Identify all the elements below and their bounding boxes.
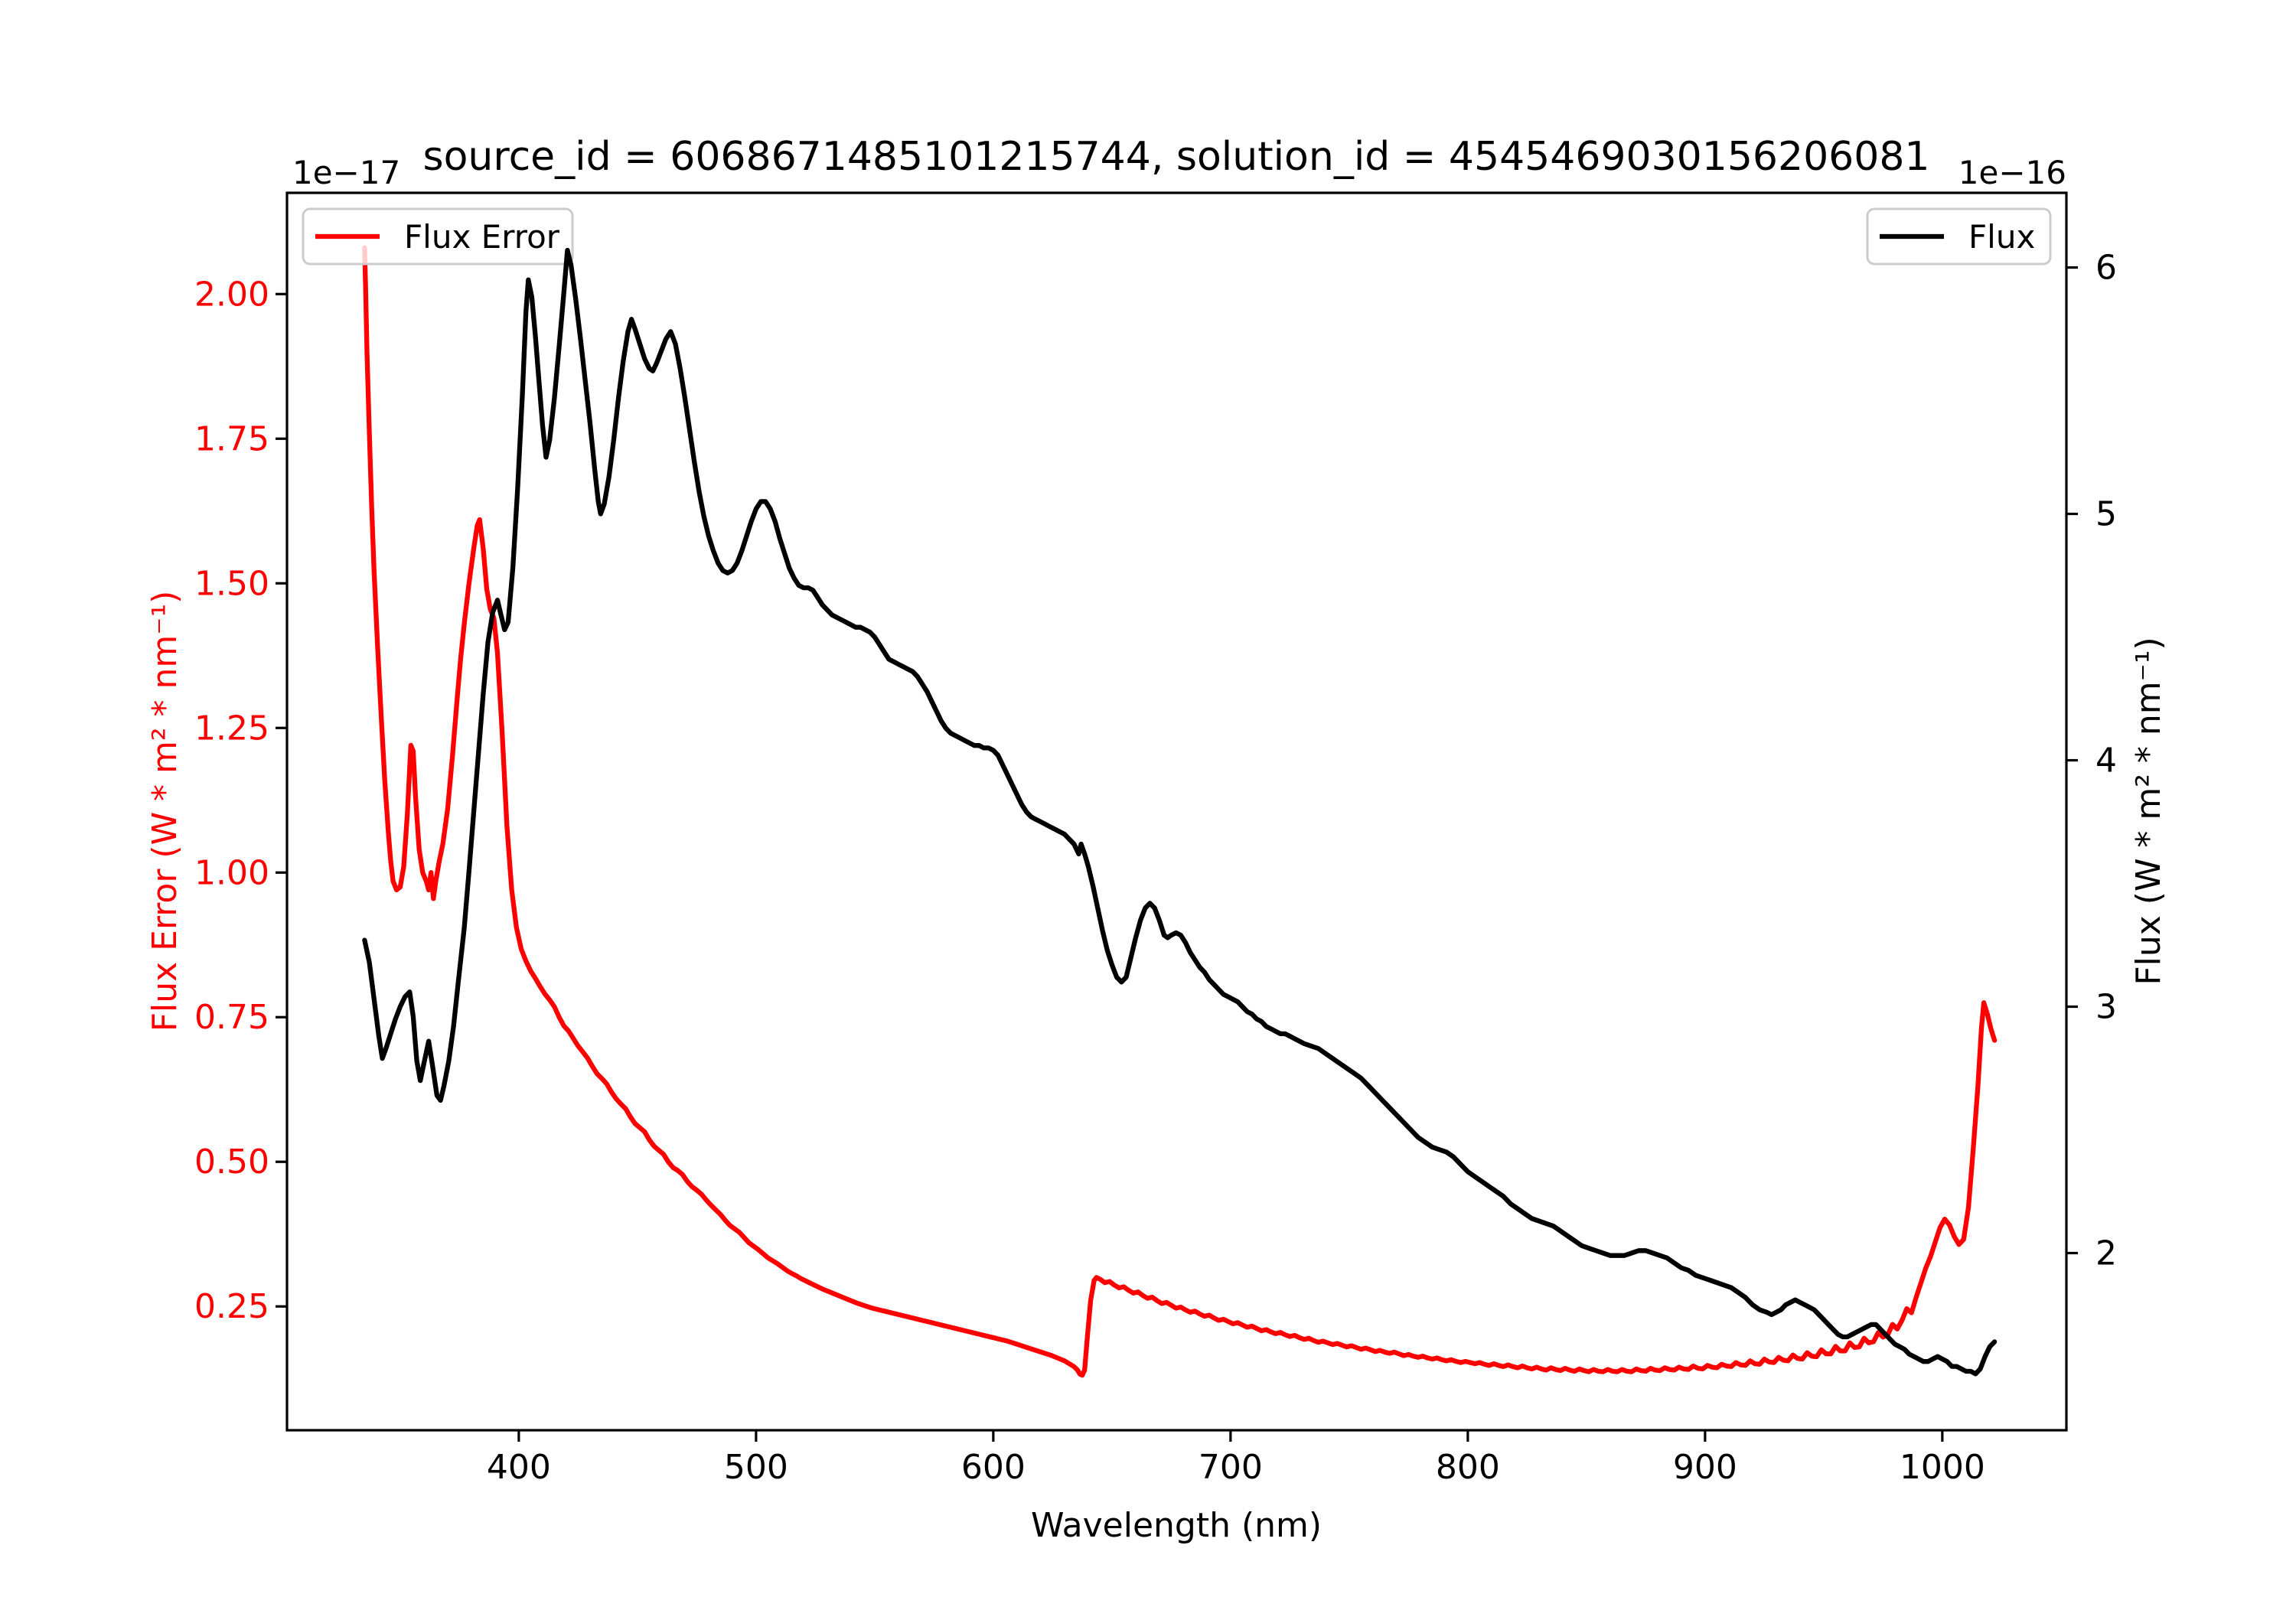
left-axis-ticks: 0.25 0.50 0.75 1.00 1.25 1.50 1.75 2.00 bbox=[194, 275, 287, 1326]
left-tick-label-0.50: 0.50 bbox=[194, 1143, 269, 1182]
plot-area bbox=[287, 193, 2066, 1430]
plot-spines bbox=[285, 191, 2068, 1432]
x-tick-label-400: 400 bbox=[487, 1448, 551, 1487]
x-tick-label-900: 900 bbox=[1673, 1448, 1737, 1487]
right-tick-label-5: 5 bbox=[2095, 495, 2117, 534]
chart-title: source_id = 6068671485101215744, solutio… bbox=[422, 134, 1929, 180]
left-tick-label-1.75: 1.75 bbox=[194, 419, 269, 458]
right-axis-label: Flux (W * m² * nm⁻¹) bbox=[2129, 637, 2168, 985]
x-tick-label-1000: 1000 bbox=[1900, 1448, 1985, 1487]
legend-flux[interactable]: Flux bbox=[1866, 207, 2052, 266]
right-tick-label-3: 3 bbox=[2095, 988, 2117, 1027]
left-tick-label-0.75: 0.75 bbox=[194, 998, 269, 1037]
right-axis-ticks: 2 3 4 5 6 bbox=[2066, 249, 2117, 1273]
left-axis-offset-text: 1e−17 bbox=[292, 154, 400, 191]
legend-flux-error-label: Flux Error bbox=[404, 218, 560, 256]
left-tick-label-1.00: 1.00 bbox=[194, 853, 269, 892]
x-tick-label-500: 500 bbox=[724, 1448, 788, 1487]
right-axis-offset-text: 1e−16 bbox=[1958, 154, 2066, 191]
right-tick-label-4: 4 bbox=[2095, 742, 2117, 781]
left-tick-label-2.00: 2.00 bbox=[194, 275, 269, 314]
flux-error-curve bbox=[362, 245, 1998, 1378]
left-tick-label-1.50: 1.50 bbox=[194, 564, 269, 603]
x-axis-label: Wavelength (nm) bbox=[1031, 1506, 1322, 1545]
legend-flux-error-box bbox=[302, 207, 574, 266]
x-tick-label-600: 600 bbox=[961, 1448, 1026, 1487]
left-axis-label: Flux Error (W * m² * nm⁻¹) bbox=[145, 591, 184, 1032]
x-tick-label-700: 700 bbox=[1199, 1448, 1263, 1487]
x-tick-label-800: 800 bbox=[1436, 1448, 1500, 1487]
flux-curve bbox=[362, 247, 1998, 1377]
legend-flux-box bbox=[1866, 207, 2052, 266]
left-tick-label-0.25: 0.25 bbox=[194, 1287, 269, 1326]
legend-flux-label: Flux bbox=[1968, 218, 2035, 256]
left-tick-label-1.25: 1.25 bbox=[194, 709, 269, 748]
legend-flux-error[interactable]: Flux Error bbox=[302, 207, 574, 266]
right-tick-label-6: 6 bbox=[2095, 249, 2117, 288]
right-tick-label-2: 2 bbox=[2095, 1234, 2117, 1273]
x-axis-ticks: 400 500 600 700 800 900 1000 bbox=[487, 1430, 1985, 1487]
